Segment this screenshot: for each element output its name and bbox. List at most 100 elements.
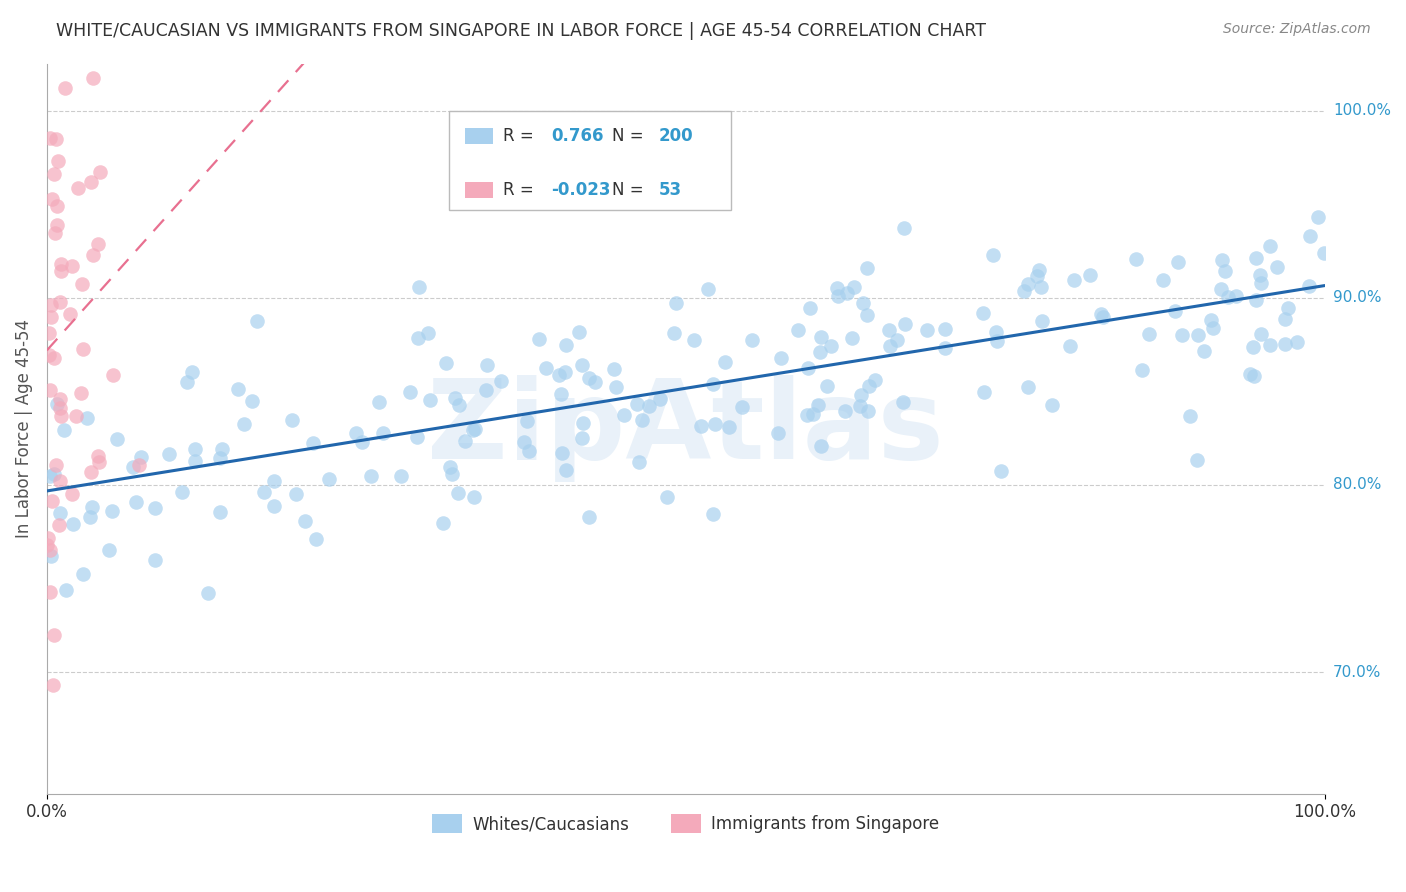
Point	[263, 499, 285, 513]
Point	[454, 434, 477, 448]
FancyBboxPatch shape	[465, 182, 494, 198]
Point	[350, 434, 373, 449]
Text: 53: 53	[659, 180, 682, 199]
Point	[1274, 337, 1296, 351]
Point	[534, 361, 557, 376]
Point	[302, 436, 325, 450]
Text: 0.766: 0.766	[551, 127, 605, 145]
Point	[367, 395, 389, 409]
Point	[39, 543, 62, 558]
Point	[1250, 327, 1272, 342]
Point	[226, 382, 249, 396]
Point	[181, 366, 204, 380]
Point	[808, 345, 831, 359]
Point	[630, 412, 652, 426]
Point	[683, 333, 706, 347]
Point	[768, 426, 790, 441]
Point	[1244, 251, 1267, 265]
Point	[1163, 303, 1185, 318]
Point	[801, 408, 824, 422]
Point	[87, 450, 110, 464]
Point	[702, 507, 724, 521]
Point	[60, 259, 83, 273]
Point	[849, 399, 872, 413]
Point	[240, 394, 263, 409]
Point	[550, 387, 572, 401]
Point	[1026, 268, 1049, 283]
Point	[373, 426, 395, 441]
Point	[1137, 326, 1160, 341]
Point	[797, 360, 820, 375]
Point	[689, 418, 711, 433]
FancyBboxPatch shape	[465, 128, 494, 144]
Point	[62, 516, 84, 531]
Point	[702, 376, 724, 391]
Point	[1299, 228, 1322, 243]
Point	[128, 458, 150, 473]
Text: Source: ZipAtlas.com: Source: ZipAtlas.com	[1223, 22, 1371, 37]
Point	[731, 400, 754, 414]
Point	[157, 447, 180, 461]
Point	[834, 404, 856, 418]
Point	[344, 425, 367, 440]
Text: R =: R =	[503, 127, 538, 145]
Point	[841, 331, 863, 345]
Point	[1258, 239, 1281, 253]
Point	[477, 358, 499, 372]
Point	[1063, 273, 1085, 287]
Point	[915, 324, 938, 338]
Point	[305, 532, 328, 546]
Point	[769, 351, 792, 365]
Point	[208, 451, 231, 466]
Point	[184, 442, 207, 457]
Point	[894, 318, 917, 332]
Point	[41, 493, 63, 508]
Point	[406, 430, 429, 444]
Point	[1312, 246, 1334, 260]
Point	[101, 504, 124, 518]
Point	[318, 472, 340, 486]
Point	[419, 393, 441, 408]
Point	[1059, 339, 1081, 353]
Point	[41, 192, 63, 206]
Point	[122, 460, 145, 475]
Text: 100.0%: 100.0%	[1333, 103, 1391, 119]
Point	[855, 309, 877, 323]
Point	[1017, 277, 1039, 291]
Point	[714, 355, 737, 369]
Point	[86, 236, 108, 251]
Point	[517, 444, 540, 458]
Point	[1167, 255, 1189, 269]
Point	[80, 175, 103, 189]
Point	[449, 398, 471, 412]
Point	[39, 131, 62, 145]
Point	[973, 384, 995, 399]
Point	[80, 465, 103, 479]
Point	[103, 368, 125, 382]
Point	[49, 475, 72, 489]
Text: 200: 200	[659, 127, 693, 145]
Point	[172, 485, 194, 500]
Point	[66, 181, 89, 195]
Point	[934, 321, 956, 335]
Point	[408, 280, 430, 294]
Text: 90.0%: 90.0%	[1333, 291, 1382, 305]
Point	[53, 81, 76, 95]
Point	[516, 414, 538, 428]
Point	[1308, 211, 1330, 225]
Point	[513, 435, 536, 450]
Point	[697, 282, 720, 296]
Point	[444, 391, 467, 405]
Point	[879, 323, 901, 337]
Point	[38, 469, 60, 483]
Point	[1225, 289, 1247, 303]
Point	[984, 325, 1007, 339]
Point	[815, 378, 838, 392]
Point	[1274, 311, 1296, 326]
Point	[571, 416, 593, 430]
Point	[125, 495, 148, 509]
Point	[176, 375, 198, 389]
Point	[1192, 344, 1215, 359]
Point	[80, 500, 103, 515]
Point	[810, 330, 832, 344]
